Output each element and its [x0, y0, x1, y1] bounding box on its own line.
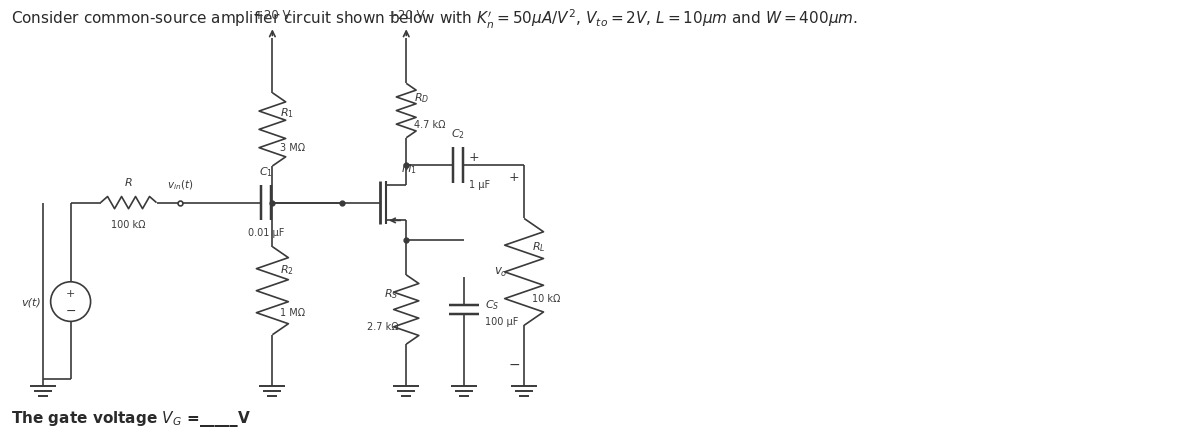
- Text: The gate voltage $V_G$ =_____V: The gate voltage $V_G$ =_____V: [11, 408, 251, 428]
- Text: 10 kΩ: 10 kΩ: [532, 293, 560, 303]
- Text: $C_1$: $C_1$: [259, 164, 274, 178]
- Text: $R_S$: $R_S$: [384, 286, 398, 300]
- Text: +20 V: +20 V: [388, 10, 425, 23]
- Text: 4.7 kΩ: 4.7 kΩ: [414, 119, 445, 129]
- Text: 100 kΩ: 100 kΩ: [112, 219, 145, 229]
- Text: $v_{in}(t)$: $v_{in}(t)$: [167, 178, 193, 191]
- Text: 0.01 μF: 0.01 μF: [248, 228, 284, 238]
- Text: 2.7 kΩ: 2.7 kΩ: [367, 322, 398, 331]
- Text: Consider common-source amplifier circuit shown below with $K_n^{\prime} = 50\mu : Consider common-source amplifier circuit…: [11, 8, 858, 31]
- Text: $R_D$: $R_D$: [414, 92, 430, 105]
- Text: 1 MΩ: 1 MΩ: [281, 307, 306, 317]
- Text: 3 MΩ: 3 MΩ: [281, 143, 306, 153]
- Text: R: R: [125, 177, 132, 187]
- Text: $R_L$: $R_L$: [532, 240, 546, 253]
- Text: $C_S$: $C_S$: [485, 298, 499, 312]
- Text: $M_1$: $M_1$: [401, 162, 418, 175]
- Text: +: +: [469, 150, 480, 163]
- Text: +20 V: +20 V: [254, 10, 290, 23]
- Text: 100 μF: 100 μF: [485, 317, 518, 327]
- Text: $R_2$: $R_2$: [281, 263, 294, 277]
- Text: $v_o$: $v_o$: [494, 266, 508, 279]
- Text: +: +: [509, 171, 520, 184]
- Text: −: −: [65, 304, 76, 317]
- Text: 1 μF: 1 μF: [469, 179, 491, 189]
- Text: $R_1$: $R_1$: [281, 105, 294, 119]
- Text: v(t): v(t): [20, 297, 41, 307]
- Text: −: −: [509, 357, 520, 371]
- Text: +: +: [66, 288, 76, 298]
- Text: $C_2$: $C_2$: [451, 127, 466, 141]
